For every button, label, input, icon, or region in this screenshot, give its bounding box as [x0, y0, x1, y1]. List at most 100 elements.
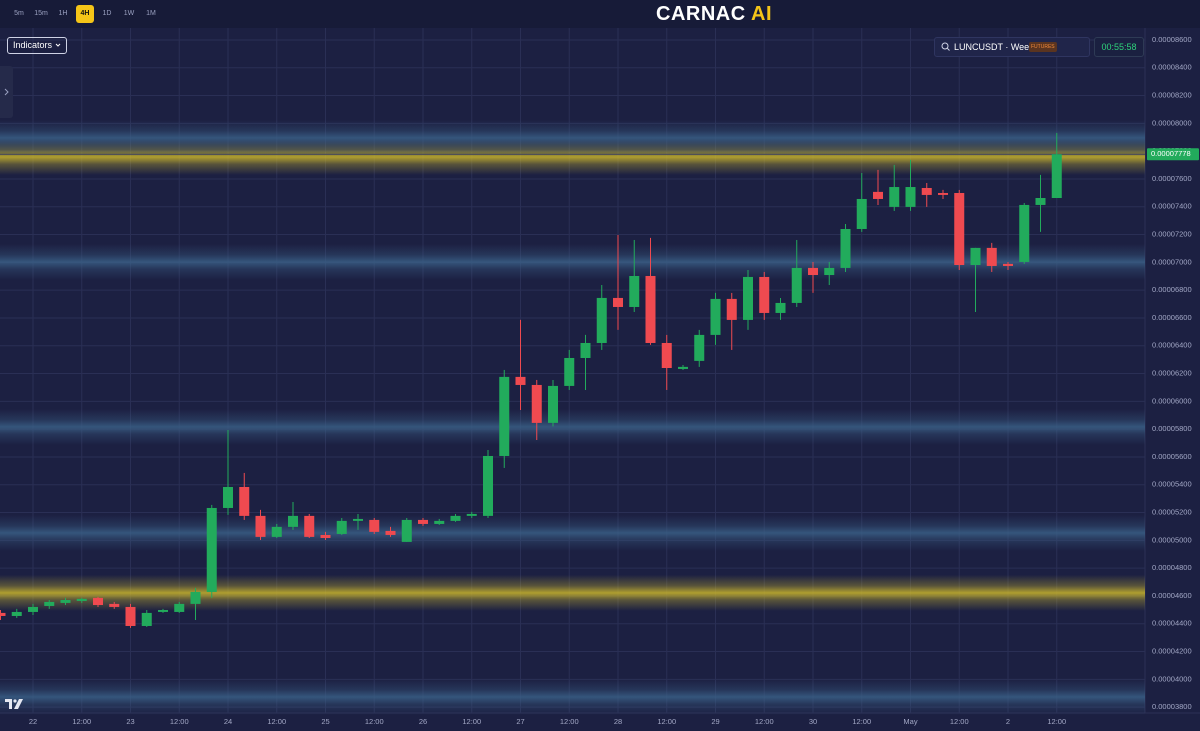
candle-body: [11, 611, 22, 616]
candle-body: [418, 519, 428, 524]
timeframe-button[interactable]: 1H: [58, 10, 68, 17]
y-tick-label: 0.00007600: [1152, 174, 1192, 183]
price-zone: [0, 408, 1145, 445]
price-zone: [0, 243, 1145, 280]
indicators-button[interactable]: Indicators: [7, 37, 67, 54]
candle-body: [954, 192, 965, 265]
y-tick-label: 0.00003800: [1152, 702, 1192, 711]
x-tick-label: 24: [224, 717, 232, 726]
last-price-label: 0.00007778: [1151, 149, 1191, 158]
candle-body: [629, 275, 640, 307]
x-tick-label: 30: [809, 717, 817, 726]
logo: CARNAC AI: [656, 3, 772, 26]
candle-body: [28, 606, 38, 612]
y-tick-label: 0.00006400: [1152, 341, 1192, 350]
y-tick-label: 0.00006600: [1152, 313, 1192, 322]
candle-body: [678, 366, 688, 369]
candle-body: [515, 376, 526, 385]
y-tick-label: 0.00005600: [1152, 452, 1192, 461]
candle-body: [255, 515, 266, 537]
candle-body: [564, 357, 575, 386]
candle-body: [710, 298, 721, 335]
candle-body: [970, 247, 981, 265]
candle-body: [824, 267, 835, 276]
candle-body: [921, 187, 932, 195]
countdown: 00:55:58: [1094, 37, 1144, 57]
timeframe-button[interactable]: 1D: [102, 10, 112, 17]
candle-body: [44, 601, 55, 606]
x-tick-label: 12:00: [462, 717, 481, 726]
side-panel-toggle[interactable]: [0, 66, 13, 118]
candle-body: [1051, 154, 1062, 198]
x-tick-label: 12:00: [365, 717, 384, 726]
symbol-search[interactable]: LUNCUSDT · Weex FUTURES: [934, 37, 1090, 57]
y-tick-label: 0.00004200: [1152, 647, 1192, 656]
candle-body: [791, 267, 802, 303]
candle-body: [206, 507, 217, 592]
candle-body: [401, 519, 412, 542]
x-tick-label: 12:00: [170, 717, 189, 726]
last-price-badge: [1147, 148, 1199, 161]
timeframe-button[interactable]: 5m: [14, 10, 24, 17]
indicators-label: Indicators: [13, 40, 53, 50]
candle-body: [304, 515, 315, 537]
candle-body: [775, 302, 786, 313]
candle-body: [661, 342, 672, 368]
y-tick-label: 0.00005200: [1152, 508, 1192, 517]
timeframe-button[interactable]: 1M: [146, 10, 156, 17]
candle-body: [466, 513, 477, 516]
y-tick-label: 0.00007400: [1152, 202, 1192, 211]
candle-body: [613, 297, 623, 307]
x-tick-label: 2: [1006, 717, 1010, 726]
x-tick-label: 22: [29, 717, 37, 726]
x-tick-label: 29: [711, 717, 719, 726]
candle-body: [239, 486, 250, 516]
y-tick-label: 0.00007200: [1152, 230, 1192, 239]
price-zone: [0, 119, 1145, 156]
candle-body: [596, 297, 607, 343]
timeframe-button[interactable]: 1W: [123, 10, 135, 17]
timeframe-button[interactable]: 4H: [76, 5, 94, 23]
candle-body: [434, 520, 445, 524]
y-tick-label: 0.00006200: [1152, 369, 1192, 378]
candle-body: [694, 334, 705, 361]
candle-body: [125, 606, 136, 626]
x-tick-label: 12:00: [560, 717, 579, 726]
y-tick-label: 0.00008200: [1152, 91, 1192, 100]
y-tick-label: 0.00004800: [1152, 563, 1192, 572]
candle-body: [483, 455, 493, 516]
x-tick-label: 12:00: [657, 717, 676, 726]
candle-body: [531, 384, 542, 423]
candle-body: [986, 247, 997, 266]
x-tick-label: 12:00: [1047, 717, 1066, 726]
x-tick-label: 23: [126, 717, 134, 726]
candle-body: [450, 515, 461, 521]
candle-body: [336, 520, 347, 534]
candle-body: [109, 603, 120, 607]
candle-body: [645, 275, 656, 343]
y-tick-label: 0.00007000: [1152, 257, 1192, 266]
candle-body: [743, 276, 753, 320]
price-axis-background: [1145, 28, 1200, 713]
candle-body: [158, 609, 168, 612]
y-tick-label: 0.00005000: [1152, 535, 1192, 544]
candle-body: [759, 276, 770, 313]
x-tick-label: 12:00: [852, 717, 871, 726]
x-tick-label: May: [903, 717, 917, 726]
candle-body: [320, 534, 331, 538]
timeframe-button[interactable]: 15m: [34, 10, 48, 17]
candle-body: [174, 603, 185, 612]
candle-body: [353, 518, 363, 521]
candle-body: [808, 267, 818, 276]
candle-body: [873, 191, 883, 199]
x-tick-label: 25: [321, 717, 329, 726]
chevron-down: [55, 43, 60, 47]
x-tick-label: 12:00: [755, 717, 774, 726]
candle-body: [548, 385, 558, 423]
y-tick-label: 0.00008400: [1152, 63, 1192, 72]
x-tick-label: 12:00: [950, 717, 969, 726]
timeframe-group: 5m 15m 1H 4H 1D 1W 1M: [10, 5, 160, 23]
